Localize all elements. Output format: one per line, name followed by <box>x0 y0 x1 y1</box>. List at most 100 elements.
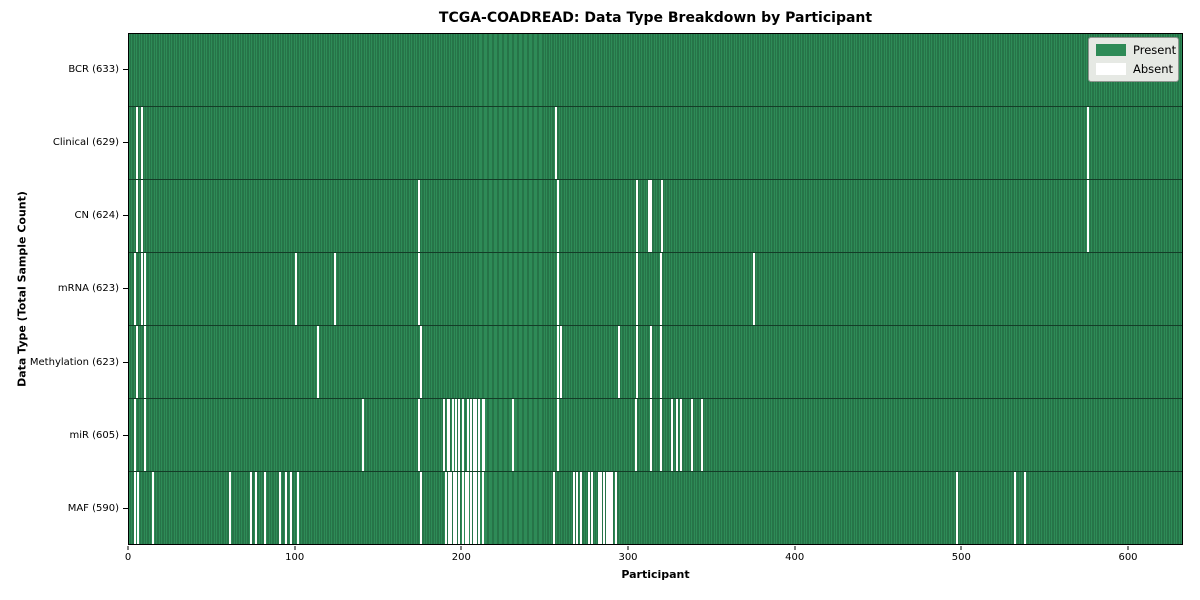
absent-mark <box>470 399 473 471</box>
absent-mark <box>140 180 143 252</box>
absent-mark <box>333 253 336 325</box>
absent-mark <box>278 472 281 544</box>
absent-mark <box>470 472 473 544</box>
legend-entry-absent: Absent <box>1096 62 1174 76</box>
absent-mark <box>143 326 146 398</box>
absent-mark <box>611 472 614 544</box>
absent-mark <box>659 399 662 471</box>
absent-mark <box>648 180 650 252</box>
legend-label: Absent <box>1133 62 1174 76</box>
absent-mark <box>443 399 446 471</box>
x-tick-label: 300 <box>618 552 638 563</box>
absent-mark <box>1087 180 1090 252</box>
absent-mark <box>636 326 639 398</box>
absent-mark <box>263 472 266 544</box>
row-track-mrna <box>129 253 1182 326</box>
absent-mark <box>448 472 451 544</box>
absent-mark <box>418 253 421 325</box>
absent-mark <box>483 399 486 471</box>
absent-mark <box>458 472 461 544</box>
row-track-maf <box>129 472 1182 544</box>
absent-mark <box>135 107 138 179</box>
absent-mark <box>691 399 694 471</box>
absent-mark <box>661 180 664 252</box>
absent-mark <box>579 472 582 544</box>
row-label-cn: CN (624) <box>0 179 128 252</box>
x-tick-mark <box>794 546 796 550</box>
x-tick-mark <box>627 546 629 550</box>
row-label-text: mRNA (623) <box>57 283 119 295</box>
absent-mark <box>614 472 617 544</box>
absent-mark <box>420 326 423 398</box>
legend-swatch-absent <box>1096 63 1126 75</box>
x-tick-mark <box>460 546 462 550</box>
absent-mark <box>481 399 484 471</box>
absent-mark <box>573 472 576 544</box>
absent-mark <box>140 107 143 179</box>
absent-mark <box>446 399 449 471</box>
x-tick-label: 100 <box>285 552 305 563</box>
absent-mark <box>473 472 476 544</box>
y-tick-mark <box>123 361 128 363</box>
absent-mark <box>618 326 621 398</box>
absent-mark <box>588 472 591 544</box>
absent-mark <box>133 472 136 544</box>
absent-mark <box>603 472 606 544</box>
absent-mark <box>418 180 421 252</box>
absent-mark <box>591 472 594 544</box>
absent-mark <box>450 472 453 544</box>
absent-mark <box>465 472 468 544</box>
absent-mark <box>451 399 454 471</box>
y-tick-mark <box>123 434 128 436</box>
absent-mark <box>553 472 556 544</box>
x-tick-mark <box>127 546 129 550</box>
absent-mark <box>659 253 662 325</box>
absent-mark <box>636 180 639 252</box>
absent-mark <box>152 472 155 544</box>
absent-mark <box>475 472 477 544</box>
row-label-text: CN (624) <box>74 210 119 222</box>
x-tick-label: 500 <box>951 552 971 563</box>
absent-mark <box>250 472 253 544</box>
absent-mark <box>290 472 293 544</box>
absent-mark <box>316 326 319 398</box>
absent-mark <box>255 472 258 544</box>
x-tick-mark <box>1127 546 1129 550</box>
row-label-mrna: mRNA (623) <box>0 252 128 325</box>
absent-mark <box>473 399 476 471</box>
x-tick-mark <box>960 546 962 550</box>
absent-mark <box>137 472 140 544</box>
absent-mark <box>135 326 138 398</box>
absent-mark <box>649 180 652 252</box>
absent-mark <box>228 472 231 544</box>
row-track-clinical <box>129 107 1182 180</box>
absent-mark <box>1023 472 1026 544</box>
absent-mark <box>576 472 579 544</box>
absent-mark <box>461 472 464 544</box>
absent-mark <box>606 472 609 544</box>
absent-mark <box>135 180 138 252</box>
absent-mark <box>955 472 958 544</box>
absent-mark <box>418 399 421 471</box>
legend-label: Present <box>1133 43 1177 57</box>
absent-mark <box>676 399 679 471</box>
legend-swatch-present <box>1096 44 1126 56</box>
legend-entry-present: Present <box>1096 43 1176 57</box>
absent-mark <box>461 399 464 471</box>
absent-mark <box>649 399 652 471</box>
row-label-mir: miR (605) <box>0 399 128 472</box>
y-tick-mark <box>123 507 128 509</box>
absent-mark <box>448 399 451 471</box>
absent-mark <box>133 253 136 325</box>
y-tick-mark <box>123 69 128 71</box>
absent-mark <box>559 326 562 398</box>
x-tick-mark <box>294 546 296 550</box>
row-label-text: Methylation (623) <box>29 356 119 368</box>
absent-mark <box>556 326 559 398</box>
absent-mark <box>556 399 559 471</box>
absent-mark <box>636 253 639 325</box>
absent-mark <box>297 472 299 544</box>
absent-mark <box>133 399 136 471</box>
absent-mark <box>556 180 559 252</box>
absent-mark <box>599 472 602 544</box>
